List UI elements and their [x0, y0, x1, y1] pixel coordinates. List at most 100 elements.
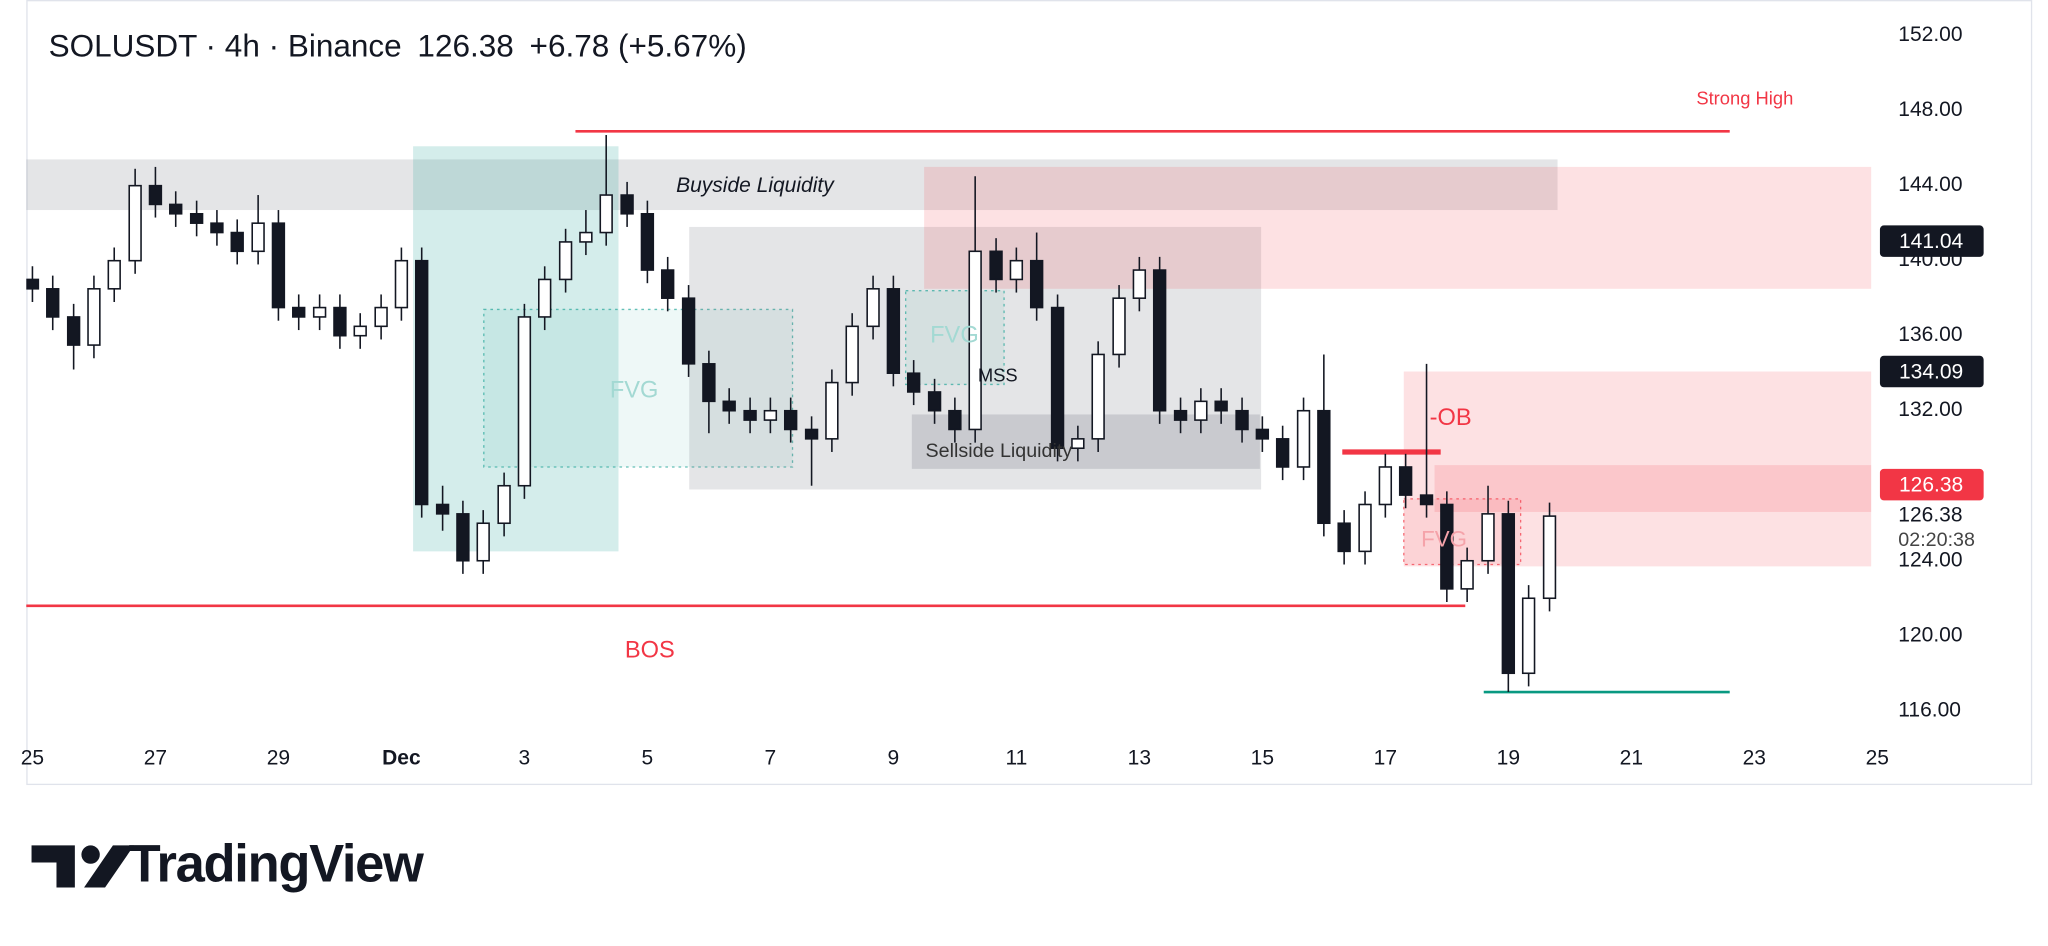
zone [26, 159, 1558, 211]
price-change: +6.78 (+5.67%) [530, 28, 747, 64]
candle-body [1235, 409, 1249, 431]
candle-body [230, 231, 244, 253]
candle-body [497, 484, 511, 525]
candle-body [394, 259, 409, 309]
plot-area: Buyside Liquidity FVG FVG Sellside Liquidit… [26, 88, 1872, 694]
chart-frame [26, 0, 2033, 786]
candle-body [374, 306, 388, 328]
candle-body [1542, 515, 1557, 600]
level-label: Strong High [1696, 88, 1793, 109]
zone [413, 146, 619, 552]
candle-body [599, 194, 613, 234]
countdown-label: 02:20:38 [1898, 529, 1975, 551]
candle-body [927, 391, 942, 412]
candle-body [271, 222, 286, 309]
candle-body [722, 400, 736, 412]
y-tick-label: 132.00 [1898, 398, 1962, 421]
candle-body [1317, 409, 1331, 525]
zone [1403, 498, 1522, 566]
last-price: 126.38 [417, 28, 513, 64]
candle-body [435, 503, 450, 515]
candle-body [1460, 559, 1474, 590]
x-tick-label: 11 [1005, 746, 1027, 769]
candle-body [886, 288, 901, 374]
x-tick-label: 3 [519, 746, 531, 769]
symbol: SOLUSDT · 4h · Binance [49, 28, 402, 64]
zone-label: Buyside Liquidity [676, 174, 835, 197]
zone-label: FVG [610, 377, 659, 403]
x-tick-label: 5 [642, 746, 654, 769]
x-tick-label: 9 [888, 746, 900, 769]
x-tick-label: 13 [1128, 746, 1151, 769]
candle-body [620, 194, 634, 215]
zone-label: Sellside Liquidity [926, 440, 1073, 462]
x-tick-label: 27 [144, 746, 167, 769]
x-tick-label: 29 [267, 746, 290, 769]
candle-body [1071, 438, 1085, 450]
candle-body [1521, 597, 1536, 675]
candle-body [415, 259, 429, 506]
candle-body [845, 325, 859, 384]
price-badge [1879, 225, 1984, 257]
candle-body [968, 250, 982, 431]
candle-body [558, 241, 573, 281]
candle-body [1009, 259, 1024, 281]
price-badge-label: 134.09 [1899, 360, 1963, 383]
y-tick-label: 148.00 [1898, 98, 1962, 121]
candle-body [189, 213, 204, 224]
candle-body [1481, 513, 1495, 562]
candle-body [1440, 503, 1454, 590]
candle-body [148, 184, 163, 206]
logo: TradingView [31, 835, 425, 894]
zone [1434, 465, 1872, 512]
y-tick-label: 136.00 [1898, 323, 1962, 346]
candle-body [1029, 259, 1044, 309]
candle-body [783, 409, 798, 431]
candle-body [26, 278, 40, 290]
logo-text: TradingView [129, 835, 424, 894]
candle-body [107, 259, 121, 290]
candle-body [251, 222, 265, 253]
candle-body [1337, 522, 1351, 553]
candle-body [681, 297, 696, 365]
candle-body [640, 213, 655, 271]
zone-label: -OB [1430, 405, 1472, 431]
candle-body [660, 269, 675, 299]
y-tick-label: 144.00 [1898, 173, 1962, 196]
x-tick-label: 25 [1866, 746, 1889, 769]
price-badge-label: 126.38 [1899, 473, 1963, 496]
candle-body [456, 513, 470, 562]
candle-body [1501, 513, 1516, 675]
zone [905, 290, 1005, 386]
candle-body [1112, 297, 1126, 356]
candle-body [1275, 438, 1290, 468]
candle-body [128, 184, 142, 262]
candle-body [1214, 400, 1228, 412]
x-tick-label: 21 [1620, 746, 1643, 769]
annotation: MSS [978, 365, 1018, 386]
candle-body [353, 325, 367, 337]
candle-body [1152, 269, 1167, 412]
candle-body [579, 231, 593, 243]
candle-body [1358, 503, 1372, 553]
candle-body [804, 428, 819, 440]
candle-body [743, 409, 757, 421]
candle-body [906, 372, 921, 393]
candle-body [312, 306, 327, 318]
candle-body [292, 306, 306, 318]
candle-body [1419, 494, 1434, 506]
x-tick-label: 7 [765, 746, 777, 769]
x-tick-label: 25 [21, 746, 44, 769]
candle-body [476, 522, 490, 562]
candle-body [1132, 269, 1147, 299]
x-tick-label: 23 [1743, 746, 1766, 769]
y-tick-label: 124.00 [1898, 548, 1962, 571]
candle-body [702, 363, 716, 403]
candle-body [989, 250, 1003, 281]
last-price-label: 126.38 [1898, 504, 1962, 527]
logo-dot [81, 845, 100, 864]
price-badge [1879, 355, 1984, 388]
chart-title: SOLUSDT · 4h · Binance 126.38 +6.78 (+5.67… [49, 28, 747, 64]
candle-body [948, 409, 962, 431]
